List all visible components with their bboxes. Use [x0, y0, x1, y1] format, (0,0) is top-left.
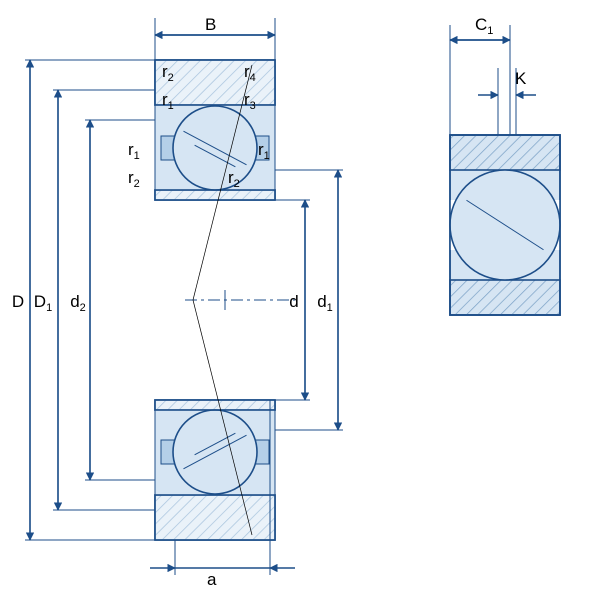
left-cross-section: [155, 60, 295, 540]
label-d2: d2: [70, 292, 86, 314]
label-a: a: [207, 570, 217, 589]
label-d: d: [289, 292, 298, 311]
label-D: D: [12, 292, 24, 311]
label-D1: D1: [34, 292, 52, 314]
label-d1: d1: [317, 292, 333, 314]
label-C1: C1: [475, 15, 493, 37]
right-cross-section: [450, 135, 560, 315]
label-r2_ml: r2: [128, 168, 140, 190]
label-K: K: [515, 69, 527, 88]
label-r1_ml: r1: [128, 140, 140, 162]
label-B: B: [205, 15, 216, 34]
